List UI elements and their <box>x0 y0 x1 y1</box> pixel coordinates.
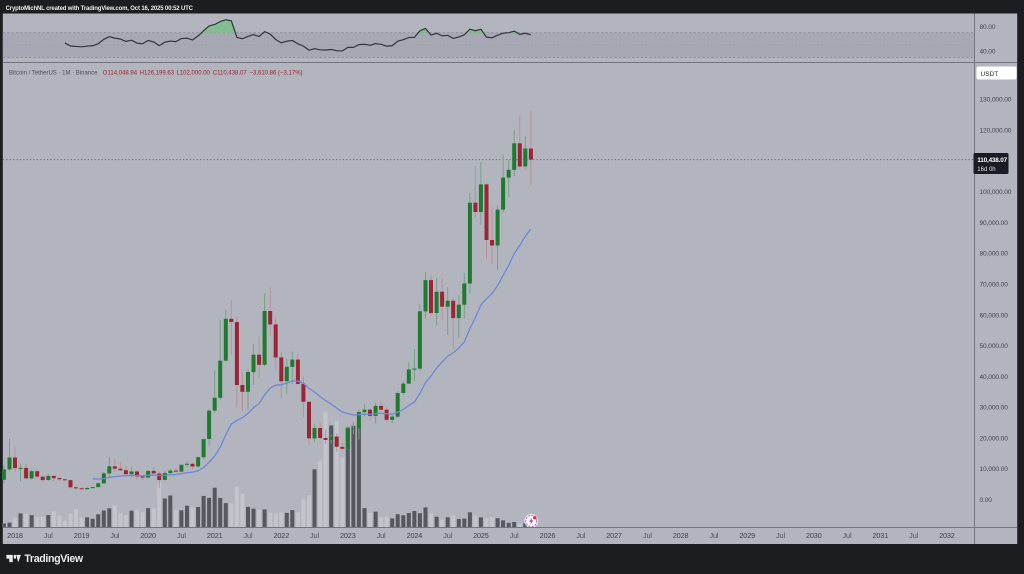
svg-text:70,000.00: 70,000.00 <box>980 282 1009 289</box>
svg-text:2023: 2023 <box>340 531 356 540</box>
svg-text:0.00: 0.00 <box>980 497 993 504</box>
svg-text:2032: 2032 <box>939 531 955 540</box>
svg-text:50,000.00: 50,000.00 <box>980 343 1009 350</box>
svg-text:40,000.00: 40,000.00 <box>980 374 1009 381</box>
svg-text:2018: 2018 <box>7 531 23 540</box>
svg-text:20,000.00: 20,000.00 <box>980 435 1009 442</box>
svg-text:−3,610.86 (−3.17%): −3,610.86 (−3.17%) <box>250 70 303 76</box>
svg-text:2027: 2027 <box>606 531 622 540</box>
svg-text:16d 0h: 16d 0h <box>977 167 995 173</box>
svg-text:2025: 2025 <box>473 531 489 540</box>
svg-text:L102,000.00: L102,000.00 <box>177 70 211 76</box>
svg-text:O114,048.94: O114,048.94 <box>103 70 138 76</box>
svg-text:Jul: Jul <box>776 531 785 540</box>
svg-text:110,438.07: 110,438.07 <box>977 157 1007 164</box>
svg-text:130,000.00: 130,000.00 <box>980 97 1012 104</box>
svg-text:C110,438.07: C110,438.07 <box>213 70 248 76</box>
svg-text:Jul: Jul <box>709 531 718 540</box>
svg-text:80.00: 80.00 <box>980 24 996 31</box>
svg-text:Jul: Jul <box>843 531 852 540</box>
svg-text:2028: 2028 <box>673 531 689 540</box>
svg-text:Jul: Jul <box>377 531 386 540</box>
svg-text:Jul: Jul <box>110 531 119 540</box>
svg-text:10,000.00: 10,000.00 <box>980 466 1009 473</box>
svg-text:Jul: Jul <box>310 531 319 540</box>
svg-text:2031: 2031 <box>872 531 888 540</box>
svg-text:40.00: 40.00 <box>980 49 996 56</box>
svg-text:Bitcoin / TetherUS · 1M · Bina: Bitcoin / TetherUS · 1M · Binance <box>9 70 98 76</box>
svg-text:2019: 2019 <box>74 531 90 540</box>
svg-text:100,000.00: 100,000.00 <box>980 189 1012 196</box>
svg-text:90,000.00: 90,000.00 <box>980 220 1009 227</box>
svg-text:2021: 2021 <box>207 531 223 540</box>
svg-text:80,000.00: 80,000.00 <box>980 251 1009 258</box>
svg-text:Jul: Jul <box>909 531 918 540</box>
svg-text:2030: 2030 <box>806 531 822 540</box>
svg-text:30,000.00: 30,000.00 <box>980 405 1009 412</box>
svg-text:2029: 2029 <box>739 531 755 540</box>
svg-text:Jul: Jul <box>643 531 652 540</box>
svg-text:2022: 2022 <box>273 531 289 540</box>
svg-text:Jul: Jul <box>510 531 519 540</box>
svg-text:120,000.00: 120,000.00 <box>980 128 1012 135</box>
svg-text:2026: 2026 <box>540 531 556 540</box>
svg-text:USDT: USDT <box>981 71 999 78</box>
svg-text:TradingView: TradingView <box>24 553 83 565</box>
svg-text:Jul: Jul <box>244 531 253 540</box>
svg-text:2020: 2020 <box>140 531 156 540</box>
svg-text:Jul: Jul <box>576 531 585 540</box>
svg-text:CryptoMichNL created with Trad: CryptoMichNL created with TradingView.co… <box>6 6 194 12</box>
svg-text:Jul: Jul <box>443 531 452 540</box>
svg-text:Jul: Jul <box>44 531 53 540</box>
svg-text:2024: 2024 <box>407 531 423 540</box>
svg-text:60,000.00: 60,000.00 <box>980 312 1009 319</box>
svg-text:Jul: Jul <box>177 531 186 540</box>
svg-text:H126,199.63: H126,199.63 <box>140 70 175 76</box>
